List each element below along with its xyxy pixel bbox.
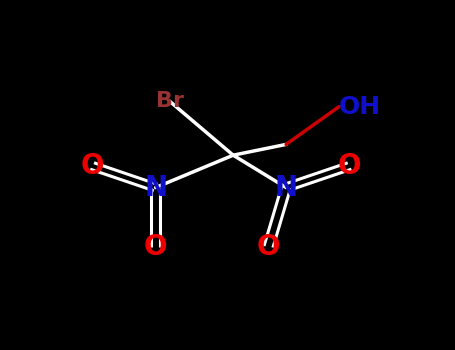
Text: OH: OH [339,95,381,119]
Text: O: O [144,233,167,261]
Text: O: O [338,152,361,180]
Text: Br: Br [156,91,184,111]
Text: N: N [274,174,298,202]
Text: O: O [257,233,280,261]
Text: O: O [81,152,104,180]
Text: N: N [144,174,167,202]
